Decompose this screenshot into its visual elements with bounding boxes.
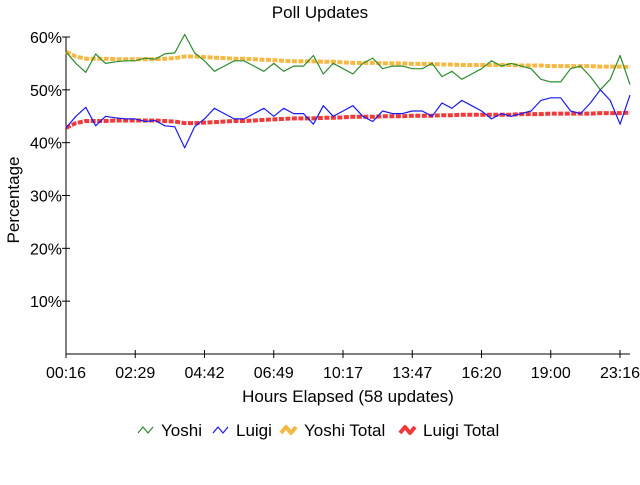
legend-label: Yoshi Total (304, 421, 385, 440)
legend-label: Luigi (236, 421, 272, 440)
series-line-luigi-total (65, 110, 631, 130)
y-axis-label: Percentage (4, 157, 23, 244)
legend-swatch-luigi (212, 426, 229, 434)
series-line-yoshi (65, 33, 631, 91)
y-tick-label: 50% (30, 83, 62, 100)
y-tick-label: 10% (30, 294, 62, 311)
x-tick-label: 19:00 (531, 365, 571, 382)
legend: Yoshi Luigi Yoshi Total Luigi Total (137, 421, 499, 440)
y-tick-label: 30% (30, 189, 62, 206)
legend-label: Yoshi (161, 421, 202, 440)
x-tick-label: 00:16 (46, 365, 86, 382)
series-line-yoshi-total (65, 49, 631, 70)
y-tick-label: 20% (30, 241, 62, 258)
x-tick-label: 06:49 (254, 365, 294, 382)
x-tick-label: 04:42 (184, 365, 224, 382)
axes: 10% 20% 30% 40% 50% 60% 00:16 02:29 04:42 06:49 10… (30, 30, 640, 382)
y-tick-label: 60% (30, 30, 62, 47)
x-axis-label: Hours Elapsed (58 updates) (242, 387, 454, 406)
chart-title: Poll Updates (272, 3, 368, 22)
x-tick-label: 13:47 (392, 365, 432, 382)
legend-swatch-yoshi-total (279, 425, 298, 435)
series-lines (65, 33, 631, 149)
legend-swatch-yoshi (137, 426, 154, 434)
legend-swatch-luigi-total (398, 425, 417, 435)
x-tick-label: 10:17 (323, 365, 363, 382)
x-tick-label: 16:20 (461, 365, 501, 382)
legend-label: Luigi Total (423, 421, 499, 440)
x-tick-label: 23:16 (600, 365, 640, 382)
y-tick-label: 40% (30, 136, 62, 153)
series-line-luigi (65, 89, 631, 149)
x-tick-label: 02:29 (115, 365, 155, 382)
